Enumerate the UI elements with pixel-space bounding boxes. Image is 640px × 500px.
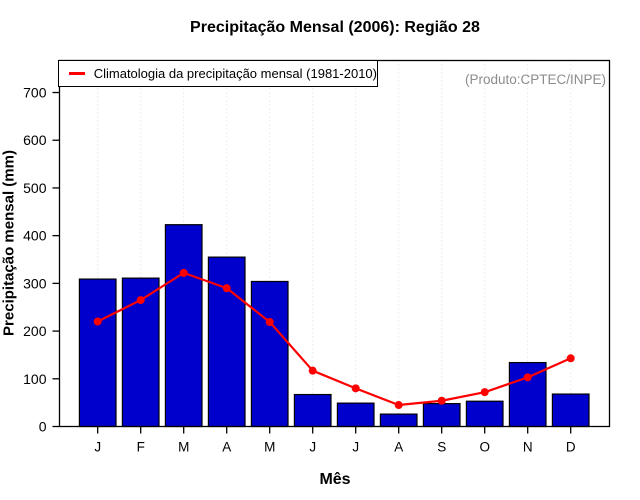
x-tick-label-1: F — [137, 440, 145, 455]
x-tick-label-9: O — [479, 440, 490, 455]
x-tick-label-0: J — [94, 440, 101, 455]
bar-M-4 — [250, 280, 289, 428]
bar-J-0 — [78, 278, 117, 428]
x-tick-label-10: N — [523, 440, 533, 455]
climatology-point-8 — [437, 396, 446, 405]
legend-box: Climatologia da precipitação mensal (198… — [58, 60, 378, 87]
climatology-point-0 — [93, 317, 102, 326]
y-tick-label-700: 700 — [23, 85, 47, 101]
y-tick-label-100: 100 — [23, 371, 47, 387]
watermark-text: (Produto:CPTEC/INPE) — [464, 72, 606, 87]
y-axis-title: Precipitação mensal (mm) — [0, 150, 18, 336]
bar-N-10 — [508, 361, 547, 428]
climatology-point-9 — [480, 388, 489, 397]
x-tick-label-7: A — [394, 440, 403, 455]
climatology-point-3 — [222, 284, 231, 293]
x-tick-label-8: S — [437, 440, 446, 455]
climatology-point-1 — [136, 296, 145, 305]
y-tick-label-200: 200 — [23, 323, 47, 339]
climatology-point-10 — [523, 373, 532, 382]
bar-D-11 — [551, 393, 590, 428]
x-tick-label-11: D — [566, 440, 576, 455]
y-tick-label-0: 0 — [39, 419, 47, 435]
climatology-point-5 — [308, 366, 317, 375]
bar-M-2 — [164, 224, 203, 428]
bar-J-6 — [336, 402, 375, 428]
y-tick-label-500: 500 — [23, 180, 47, 196]
bar-S-8 — [422, 402, 461, 428]
climatology-point-4 — [265, 318, 274, 327]
y-tick-label-400: 400 — [23, 228, 47, 244]
y-tick-label-600: 600 — [23, 132, 47, 148]
y-tick-label-300: 300 — [23, 275, 47, 291]
bar-A-7 — [379, 413, 418, 428]
x-axis-title: Mês — [319, 471, 351, 488]
climatology-point-6 — [351, 384, 360, 393]
x-tick-label-5: J — [309, 440, 316, 455]
climatology-point-11 — [566, 354, 575, 363]
climatology-line — [97, 271, 572, 407]
bar-O-9 — [465, 400, 504, 428]
x-tick-label-3: A — [222, 440, 231, 455]
climatology-point-7 — [394, 401, 403, 410]
chart-title: Precipitação Mensal (2006): Região 28 — [190, 19, 480, 36]
climatology-point-2 — [179, 268, 188, 277]
legend-line-swatch — [69, 72, 85, 75]
legend-label: Climatologia da precipitação mensal (198… — [93, 66, 377, 81]
x-tick-label-2: M — [178, 440, 189, 455]
x-tick-label-4: M — [264, 440, 275, 455]
bar-J-5 — [293, 393, 332, 428]
x-tick-label-6: J — [352, 440, 359, 455]
